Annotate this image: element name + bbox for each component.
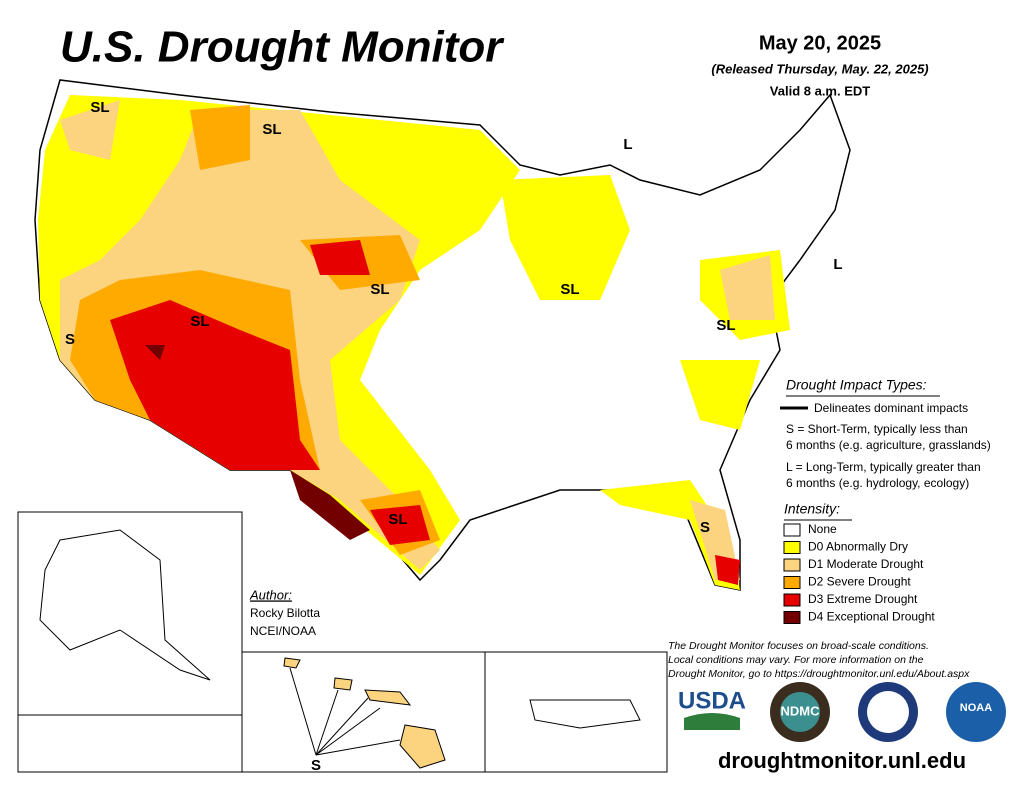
impact-label: S: [65, 331, 75, 348]
author-name: Rocky Bilotta: [250, 606, 320, 620]
disclaimer-line: The Drought Monitor focuses on broad-sca…: [668, 640, 929, 652]
short-line: 6 months (e.g. agriculture, grasslands): [786, 438, 991, 452]
legend-swatch: [783, 576, 801, 589]
d4-area: [145, 345, 165, 360]
legend-swatch: [783, 558, 801, 572]
impact-label: SL: [716, 317, 735, 334]
noaa-text: NOAA: [960, 702, 992, 714]
released: (Released Thursday, May. 22, 2025): [711, 61, 928, 76]
d1-area: [720, 255, 775, 320]
d3-area: [715, 555, 740, 585]
impact-label: SL: [388, 511, 407, 528]
author-heading: Author:: [249, 587, 292, 602]
impact-label: L: [623, 136, 632, 153]
impact-label: SL: [560, 281, 579, 298]
legend-swatch: [783, 541, 801, 554]
author-org: NCEI/NOAA: [250, 624, 316, 638]
disclaimer-line: Local conditions may vary. For more info…: [668, 654, 924, 666]
long-line: L = Long-Term, typically greater than: [786, 460, 981, 474]
d0-area: [500, 175, 630, 300]
puerto-rico-inset: [484, 651, 668, 773]
pointer-lines: [289, 667, 401, 756]
long-line: 6 months (e.g. hydrology, ecology): [786, 476, 969, 490]
legend-label: D3 Extreme Drought: [808, 592, 918, 606]
d3-area: [370, 505, 430, 545]
d2-area: [190, 105, 250, 170]
legend-swatch: [783, 593, 801, 607]
d1-area: [60, 100, 120, 160]
big-island: [399, 724, 446, 769]
legend-label: None: [808, 522, 837, 536]
impact-label: SL: [90, 99, 109, 116]
intensity-heading: Intensity:: [784, 501, 840, 517]
impact-label: SL: [262, 121, 281, 138]
d4-area: [290, 470, 370, 540]
impact-label: SL: [190, 313, 209, 330]
impact-label: L: [833, 256, 842, 273]
alaska: [39, 529, 211, 681]
impact-label: S: [311, 757, 321, 774]
legend-swatch: [783, 523, 801, 537]
ndmc-inner: [780, 692, 820, 732]
short-line: S = Short-Term, typically less than: [786, 422, 968, 436]
valid: Valid 8 a.m. EDT: [770, 83, 870, 98]
ndmc-text: NDMC: [781, 703, 821, 718]
legend-swatch: [783, 611, 801, 624]
usda-logo: USDA: [678, 687, 746, 714]
usda-swoosh: [684, 713, 740, 730]
island: [333, 677, 353, 691]
d0-area: [680, 360, 760, 430]
impact-label: SL: [370, 281, 389, 298]
commerce-seal-inner: [867, 691, 909, 733]
island: [364, 689, 412, 706]
title: U.S. Drought Monitor: [60, 23, 505, 72]
legend-label: D0 Abnormally Dry: [808, 540, 908, 554]
date: May 20, 2025: [759, 32, 881, 54]
legend-label: D1 Moderate Drought: [808, 557, 924, 571]
puerto-rico: [529, 699, 641, 729]
drought-areas: [38, 95, 790, 590]
d3-area: [110, 300, 320, 470]
impact-label: S: [700, 519, 710, 536]
delineates: Delineates dominant impacts: [814, 401, 968, 415]
legend-label: D4 Exceptional Drought: [808, 610, 935, 624]
map-labels: SL SL L L SL SL SL SL S SL S S: [65, 99, 843, 774]
legend-label: D2 Severe Drought: [808, 575, 911, 589]
impact-heading: Drought Impact Types:: [786, 377, 927, 393]
noaa-logo: [946, 682, 1006, 742]
island: [283, 657, 301, 669]
d3-area: [310, 240, 370, 275]
disclaimer-line: Drought Monitor, go to https://droughtmo…: [668, 668, 970, 680]
url: droughtmonitor.unl.edu: [718, 748, 966, 773]
legend: None D0 Abnormally Dry D1 Moderate Drought…: [783, 522, 935, 624]
